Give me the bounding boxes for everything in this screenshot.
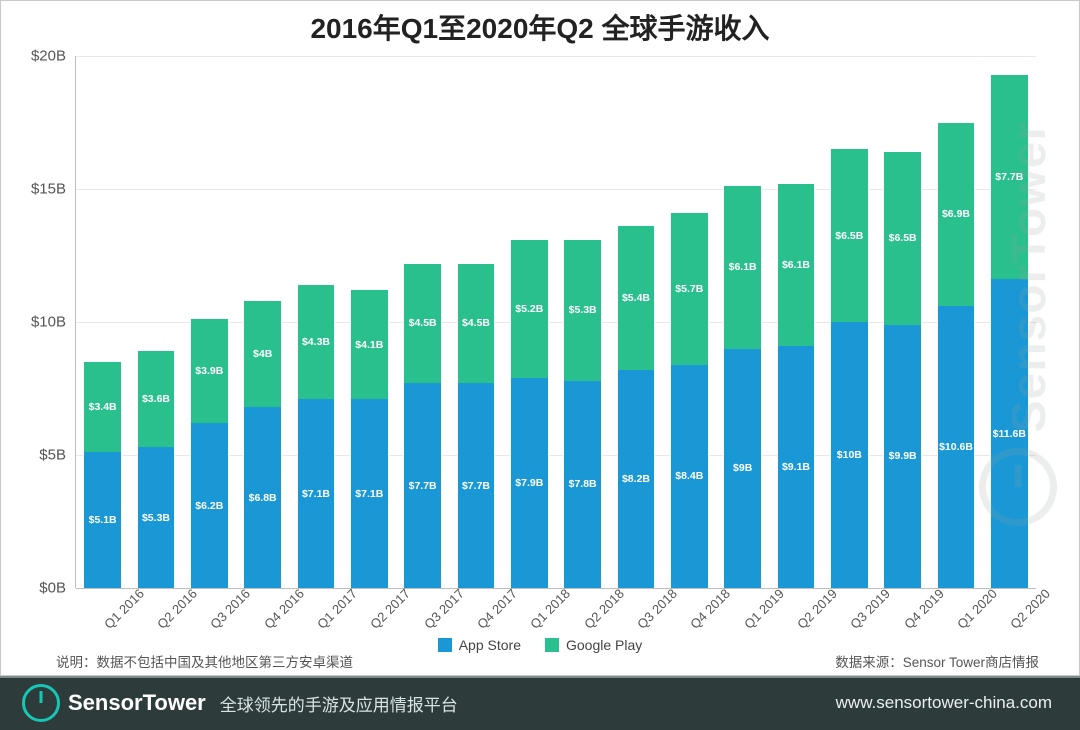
bar-slot: $9B$6.1BQ1 2019 bbox=[723, 56, 761, 588]
x-tick-label: Q2 2018 bbox=[581, 586, 627, 632]
x-tick-label: Q1 2018 bbox=[527, 586, 573, 632]
bar-seg-app-store: $10.6B bbox=[937, 306, 975, 588]
bar-seg-google-play: $5.2B bbox=[510, 240, 548, 378]
x-tick-label: Q2 2020 bbox=[1007, 586, 1053, 632]
x-tick-label: Q4 2017 bbox=[474, 586, 520, 632]
bar-seg-app-store: $6.2B bbox=[190, 423, 228, 588]
bar-seg-app-store: $5.3B bbox=[137, 447, 175, 588]
x-tick-label: Q4 2018 bbox=[687, 586, 733, 632]
plot-area: $0B$5B$10B$15B$20B $5.1B$3.4BQ1 2016$5.3… bbox=[76, 56, 1036, 588]
chart-title: 2016年Q1至2020年Q2 全球手游收入 bbox=[1, 7, 1079, 47]
x-tick-label: Q1 2019 bbox=[741, 586, 787, 632]
bar-slot: $7.8B$5.3BQ2 2018 bbox=[563, 56, 601, 588]
x-tick-label: Q4 2016 bbox=[261, 586, 307, 632]
y-tick-label: $20B bbox=[31, 48, 76, 65]
bar-slot: $7.9B$5.2BQ1 2018 bbox=[510, 56, 548, 588]
bar-slot: $9.9B$6.5BQ4 2019 bbox=[883, 56, 921, 588]
x-tick-label: Q2 2017 bbox=[367, 586, 413, 632]
bar-seg-google-play: $6.1B bbox=[777, 184, 815, 346]
bar-slot: $7.7B$4.5BQ3 2017 bbox=[403, 56, 441, 588]
footer-tagline: 全球领先的手游及应用情报平台 bbox=[220, 691, 458, 716]
bar-seg-app-store: $8.4B bbox=[670, 365, 708, 588]
caption-row: 说明：数据不包括中国及其他地区第三方安卓渠道 数据来源：Sensor Tower… bbox=[1, 651, 1079, 671]
x-tick-label: Q1 2017 bbox=[314, 586, 360, 632]
swatch-google-play bbox=[545, 638, 559, 652]
bar-slot: $7.7B$4.5BQ4 2017 bbox=[457, 56, 495, 588]
caption-left: 说明：数据不包括中国及其他地区第三方安卓渠道 bbox=[56, 651, 353, 671]
bar-seg-google-play: $6.5B bbox=[883, 152, 921, 325]
bar-seg-app-store: $7.1B bbox=[350, 399, 388, 588]
bar-slot: $8.4B$5.7BQ4 2018 bbox=[670, 56, 708, 588]
bar-slot: $5.1B$3.4BQ1 2016 bbox=[83, 56, 121, 588]
bar-seg-google-play: $4.3B bbox=[297, 285, 335, 399]
watermark: SensorTower bbox=[979, 121, 1057, 531]
footer-brand: SensorTower bbox=[68, 690, 206, 716]
x-tick-label: Q2 2019 bbox=[794, 586, 840, 632]
bar-slot: $6.8B$4BQ4 2016 bbox=[243, 56, 281, 588]
bar-seg-google-play: $4B bbox=[243, 301, 281, 407]
bar-seg-google-play: $4.5B bbox=[457, 264, 495, 384]
sensor-tower-icon bbox=[979, 448, 1057, 526]
bar-seg-google-play: $4.5B bbox=[403, 264, 441, 384]
bar-seg-google-play: $3.9B bbox=[190, 319, 228, 423]
bar-slot: $10.6B$6.9BQ1 2020 bbox=[937, 56, 975, 588]
swatch-app-store bbox=[438, 638, 452, 652]
bar-seg-app-store: $7.8B bbox=[563, 381, 601, 588]
y-tick-label: $15B bbox=[31, 181, 76, 198]
x-tick-label: Q1 2020 bbox=[954, 586, 1000, 632]
bar-slot: $7.1B$4.3BQ1 2017 bbox=[297, 56, 335, 588]
x-tick-label: Q3 2016 bbox=[207, 586, 253, 632]
x-tick-label: Q4 2019 bbox=[901, 586, 947, 632]
bar-seg-google-play: $6.9B bbox=[937, 123, 975, 307]
y-tick-label: $5B bbox=[39, 447, 76, 464]
bar-seg-app-store: $7.7B bbox=[457, 383, 495, 588]
footer-divider bbox=[0, 676, 1080, 678]
bar-seg-app-store: $5.1B bbox=[83, 452, 121, 588]
root: 2016年Q1至2020年Q2 全球手游收入 $0B$5B$10B$15B$20… bbox=[0, 0, 1080, 730]
bar-slot: $7.1B$4.1BQ2 2017 bbox=[350, 56, 388, 588]
chart-card: 2016年Q1至2020年Q2 全球手游收入 $0B$5B$10B$15B$20… bbox=[0, 0, 1080, 676]
bar-slot: $5.3B$3.6BQ2 2016 bbox=[137, 56, 175, 588]
bar-seg-google-play: $3.4B bbox=[83, 362, 121, 452]
bar-slot: $6.2B$3.9BQ3 2016 bbox=[190, 56, 228, 588]
bar-seg-app-store: $9.1B bbox=[777, 346, 815, 588]
bar-seg-app-store: $8.2B bbox=[617, 370, 655, 588]
bar-seg-app-store: $9B bbox=[723, 349, 761, 588]
bar-seg-app-store: $7.1B bbox=[297, 399, 335, 588]
bar-seg-google-play: $4.1B bbox=[350, 290, 388, 399]
x-tick-label: Q3 2019 bbox=[847, 586, 893, 632]
bar-slot: $9.1B$6.1BQ2 2019 bbox=[777, 56, 815, 588]
bar-slot: $8.2B$5.4BQ3 2018 bbox=[617, 56, 655, 588]
bar-seg-google-play: $3.6B bbox=[137, 351, 175, 447]
bar-seg-app-store: $7.7B bbox=[403, 383, 441, 588]
x-axis-line bbox=[76, 588, 1036, 589]
watermark-text: SensorTower bbox=[1002, 121, 1057, 433]
footer-url: www.sensortower-china.com bbox=[836, 693, 1052, 713]
bar-slot: $10B$6.5BQ3 2019 bbox=[830, 56, 868, 588]
bar-seg-google-play: $5.3B bbox=[563, 240, 601, 381]
bar-seg-google-play: $5.4B bbox=[617, 226, 655, 370]
x-tick-label: Q2 2016 bbox=[154, 586, 200, 632]
bars-container: $5.1B$3.4BQ1 2016$5.3B$3.6BQ2 2016$6.2B$… bbox=[76, 56, 1036, 588]
bar-seg-google-play: $6.5B bbox=[830, 149, 868, 322]
bar-seg-app-store: $10B bbox=[830, 322, 868, 588]
x-tick-label: Q1 2016 bbox=[101, 586, 147, 632]
y-tick-label: $0B bbox=[39, 580, 76, 597]
bar-seg-google-play: $5.7B bbox=[670, 213, 708, 365]
x-tick-label: Q3 2018 bbox=[634, 586, 680, 632]
sensor-tower-icon bbox=[22, 684, 60, 722]
y-tick-label: $10B bbox=[31, 314, 76, 331]
bar-seg-app-store: $6.8B bbox=[243, 407, 281, 588]
bar-seg-app-store: $9.9B bbox=[883, 325, 921, 588]
caption-right: 数据来源：Sensor Tower商店情报 bbox=[835, 651, 1039, 671]
bar-seg-app-store: $7.9B bbox=[510, 378, 548, 588]
footer-bar: SensorTower 全球领先的手游及应用情报平台 www.sensortow… bbox=[0, 676, 1080, 730]
bar-seg-google-play: $6.1B bbox=[723, 186, 761, 348]
x-tick-label: Q3 2017 bbox=[421, 586, 467, 632]
